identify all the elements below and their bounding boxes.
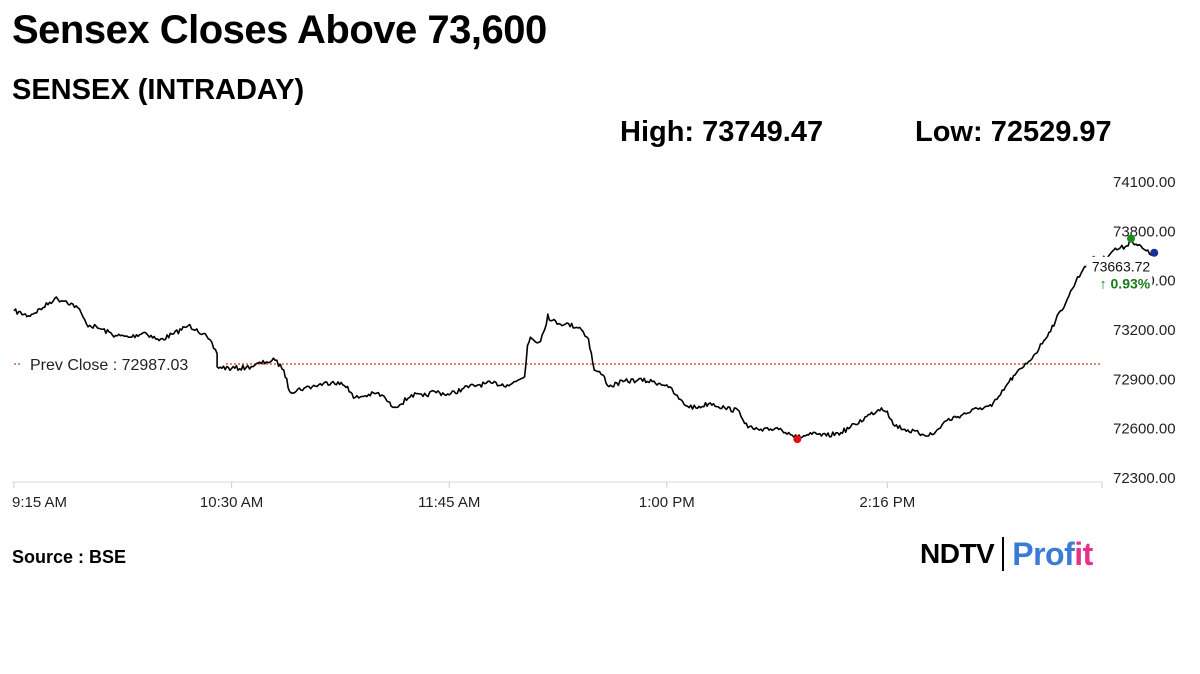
x-tick-label: 1:00 PM <box>639 494 695 511</box>
marker-high <box>1127 234 1136 243</box>
x-tick-label: 10:30 AM <box>200 494 263 511</box>
logo-ndtv: NDTV <box>920 538 995 569</box>
source-label: Source : BSE <box>12 547 127 567</box>
intraday-line-chart: 74100.0073800.0073500.0073200.0072900.00… <box>12 174 1176 511</box>
logo-profit: Profit <box>1012 535 1093 572</box>
x-tick-label: 9:15 AM <box>12 494 67 511</box>
y-tick-label: 72900.00 <box>1113 371 1176 388</box>
high-value-text: High: 73749.47 <box>620 116 824 148</box>
y-tick-label: 73800.00 <box>1113 223 1176 240</box>
chart-subtitle: SENSEX (INTRADAY) <box>12 74 305 106</box>
marker-low <box>793 435 802 444</box>
marker-last <box>1150 248 1159 257</box>
sensex-price-line <box>13 239 1155 439</box>
ndtv-profit-logo: NDTV Profit <box>920 534 1093 574</box>
prev-close-label: Prev Close : 72987.03 <box>30 357 188 374</box>
x-tick-label: 2:16 PM <box>859 494 915 511</box>
last-value-label: 73663.72 <box>1092 259 1151 275</box>
low-value-text: Low: 72529.97 <box>915 116 1112 148</box>
y-tick-label: 73200.00 <box>1113 322 1176 339</box>
y-tick-label: 74100.00 <box>1113 174 1176 191</box>
prev-close-label-bg <box>22 354 225 375</box>
x-tick-label: 11:45 AM <box>418 494 480 511</box>
y-tick-label: 72600.00 <box>1113 421 1176 438</box>
y-tick-label: 72300.00 <box>1113 470 1176 487</box>
last-value-box <box>1086 256 1153 295</box>
change-percent-label: ↑ 0.93% <box>1100 276 1151 292</box>
page-title: Sensex Closes Above 73,600 <box>12 8 547 52</box>
logo-divider <box>1002 537 1005 571</box>
